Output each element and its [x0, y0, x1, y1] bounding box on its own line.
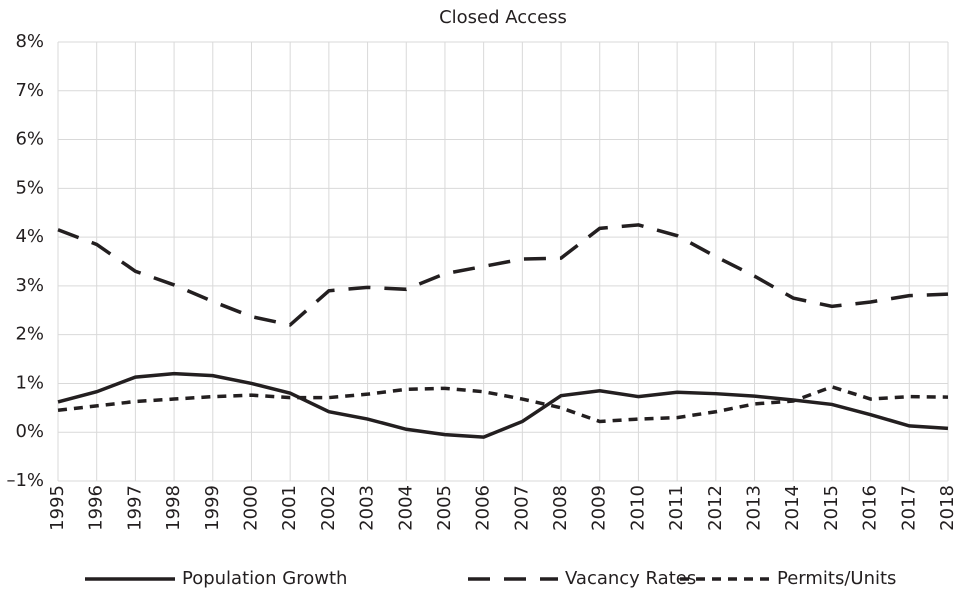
x-tick-label: 2018 [937, 485, 958, 531]
x-tick-label: 1999 [202, 485, 223, 531]
y-tick-label: 7% [15, 80, 44, 101]
legend-label: Population Growth [182, 568, 347, 589]
x-tick-label: 2012 [705, 485, 726, 531]
series-line [57, 371, 949, 439]
x-tick-label: 2005 [434, 485, 455, 531]
y-tick-label: 6% [15, 129, 44, 150]
y-tick-label: –1% [6, 470, 44, 491]
x-tick-label: 2008 [550, 485, 571, 531]
x-tick-label: 2017 [898, 485, 919, 531]
y-tick-label: 5% [15, 177, 44, 198]
x-tick-label: 2001 [279, 485, 300, 531]
legend-label: Vacancy Rates [565, 568, 696, 589]
x-tick-label: 2014 [782, 485, 803, 531]
x-tick-label: 2011 [666, 485, 687, 531]
x-tick-label: 2000 [240, 485, 261, 531]
x-tick-label: 1995 [47, 485, 68, 531]
x-tick-label: 2009 [589, 485, 610, 531]
x-tick-label: 1996 [86, 485, 107, 531]
chart-title: Closed Access [439, 7, 567, 28]
x-tick-label: 2006 [473, 485, 494, 531]
y-tick-label: 0% [15, 421, 44, 442]
x-tick-label: 1998 [163, 485, 184, 531]
y-tick-label: 2% [15, 324, 44, 345]
x-tick-label: 2004 [395, 485, 416, 531]
x-tick-label: 2003 [357, 485, 378, 531]
x-tick-label: 2010 [627, 485, 648, 531]
x-tick-label: 2007 [511, 485, 532, 531]
y-tick-label: 8% [15, 31, 44, 52]
x-tick-label: 2016 [860, 485, 881, 531]
x-tick-label: 2002 [318, 485, 339, 531]
y-tick-label: 1% [15, 372, 44, 393]
legend-label: Permits/Units [777, 568, 896, 589]
x-tick-label: 2015 [821, 485, 842, 531]
series-line [57, 385, 949, 424]
series-line [57, 223, 949, 327]
x-tick-label: 2013 [744, 485, 765, 531]
y-tick-label: 4% [15, 226, 44, 247]
x-tick-label: 1997 [124, 485, 145, 531]
y-tick-label: 3% [15, 275, 44, 296]
